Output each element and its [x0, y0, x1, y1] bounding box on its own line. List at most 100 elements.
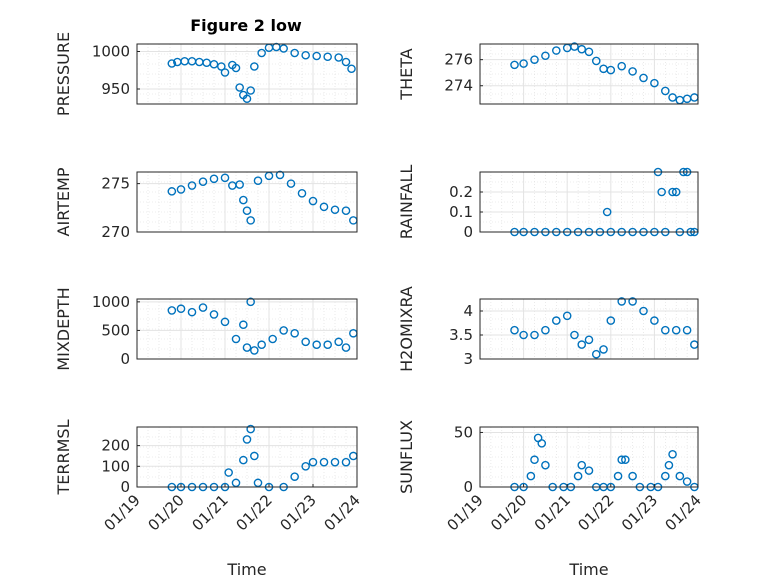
x-tick-label: 01/20	[145, 491, 188, 534]
data-point	[682, 477, 692, 486]
data-point	[250, 62, 259, 71]
data-point	[510, 60, 519, 70]
y-axis-label: PRESSURE	[54, 32, 73, 116]
data-point	[167, 306, 177, 315]
data-point	[220, 173, 230, 183]
data-point	[198, 177, 208, 186]
data-point	[650, 78, 659, 88]
subplot-airtemp: 270 275 AIRTEMP	[54, 167, 358, 241]
data-point	[541, 325, 550, 335]
data-point	[239, 455, 248, 465]
data-point	[217, 62, 226, 71]
data-point	[323, 52, 332, 62]
data-point	[209, 174, 219, 184]
data-point	[668, 93, 677, 102]
subplot-terrmsl: 0 100 200 TERRMSL 01/19 01/20 01/21 01/22 01/23 0…	[54, 419, 364, 579]
data-point	[167, 187, 177, 196]
data-point	[606, 65, 616, 75]
y-axis-label: SUNFLUX	[397, 420, 416, 494]
data-point	[220, 68, 230, 77]
data-point	[599, 345, 608, 354]
subplot-theta: 274 276 THETA	[397, 42, 699, 105]
data-point	[275, 170, 285, 180]
data-point	[297, 188, 307, 198]
data-point	[519, 59, 528, 68]
data-point	[661, 471, 670, 481]
y-tick-label: 0	[463, 223, 473, 241]
subplot-mixdepth: 0 500 1000 MIXDEPTH	[54, 287, 358, 371]
data-point	[347, 64, 356, 74]
data-point	[167, 59, 177, 68]
axes-frame	[479, 43, 699, 105]
data-point	[301, 337, 310, 347]
data-point	[290, 328, 299, 338]
data-point	[661, 325, 670, 335]
y-axis-label: THETA	[397, 48, 416, 100]
data-point	[301, 50, 310, 60]
data-point	[198, 303, 208, 312]
y-tick-label: 950	[101, 80, 130, 98]
data-point	[341, 57, 351, 67]
subplot-sunflux: 0 50 SUNFLUX 01/19 01/20 01/21 01/22 01/23 01/24…	[397, 420, 705, 579]
data-point	[541, 460, 550, 470]
data-point	[628, 67, 637, 76]
data-point	[562, 311, 572, 321]
data-point	[242, 343, 252, 352]
data-point	[668, 187, 677, 197]
data-point	[613, 471, 623, 481]
data-point	[671, 187, 681, 197]
data-point	[591, 349, 601, 359]
y-tick-label: 0	[120, 350, 130, 368]
y-tick-label: 1000	[92, 43, 130, 61]
data-point	[510, 325, 519, 335]
y-tick-label: 275	[101, 175, 130, 193]
x-axis-label: Time	[568, 560, 608, 579]
x-tick-label: 01/24	[662, 491, 705, 534]
y-axis-label: AIRTEMP	[54, 167, 73, 236]
data-point	[584, 466, 594, 475]
data-point	[617, 455, 627, 465]
data-point	[224, 468, 233, 477]
axes-frame	[136, 43, 358, 105]
data-point	[286, 179, 296, 188]
y-tick-label: 500	[101, 321, 130, 339]
data-point	[290, 48, 299, 58]
subplot-h2omixra: 3 3.5 4 H2OMIXRA	[397, 286, 699, 372]
x-tick-label: 01/21	[531, 491, 574, 534]
data-point	[577, 340, 587, 349]
data-point	[220, 317, 230, 327]
y-tick-label: 200	[101, 437, 130, 455]
data-point	[242, 94, 252, 104]
data-point	[176, 185, 186, 194]
subplot-rainfall: 0 0.1 0.2 RAINFALL	[397, 165, 699, 241]
data-point	[231, 478, 241, 488]
data-point	[570, 330, 579, 340]
data-point	[668, 449, 677, 459]
data-point	[621, 455, 630, 465]
y-tick-label: 4	[463, 302, 473, 320]
data-point	[250, 346, 259, 355]
axes-frame	[479, 426, 699, 488]
data-point	[664, 460, 674, 470]
data-point	[301, 462, 310, 471]
data-point	[584, 335, 594, 345]
data-point	[330, 457, 340, 467]
data-point	[312, 340, 321, 350]
data-point	[312, 51, 321, 61]
y-tick-label: 274	[444, 77, 473, 95]
y-tick-label: 276	[444, 51, 473, 69]
data-point	[628, 471, 637, 481]
y-axis-label: RAINFALL	[397, 165, 416, 240]
y-tick-label: 3.5	[449, 326, 473, 344]
data-point	[246, 297, 255, 307]
data-point	[577, 44, 587, 54]
data-point	[334, 337, 343, 347]
data-point	[552, 46, 561, 55]
data-point	[526, 471, 536, 481]
x-tick-label: 01/22	[233, 491, 276, 534]
data-point	[341, 206, 351, 216]
data-point	[239, 195, 248, 205]
data-point	[235, 180, 244, 189]
data-point	[319, 202, 329, 212]
